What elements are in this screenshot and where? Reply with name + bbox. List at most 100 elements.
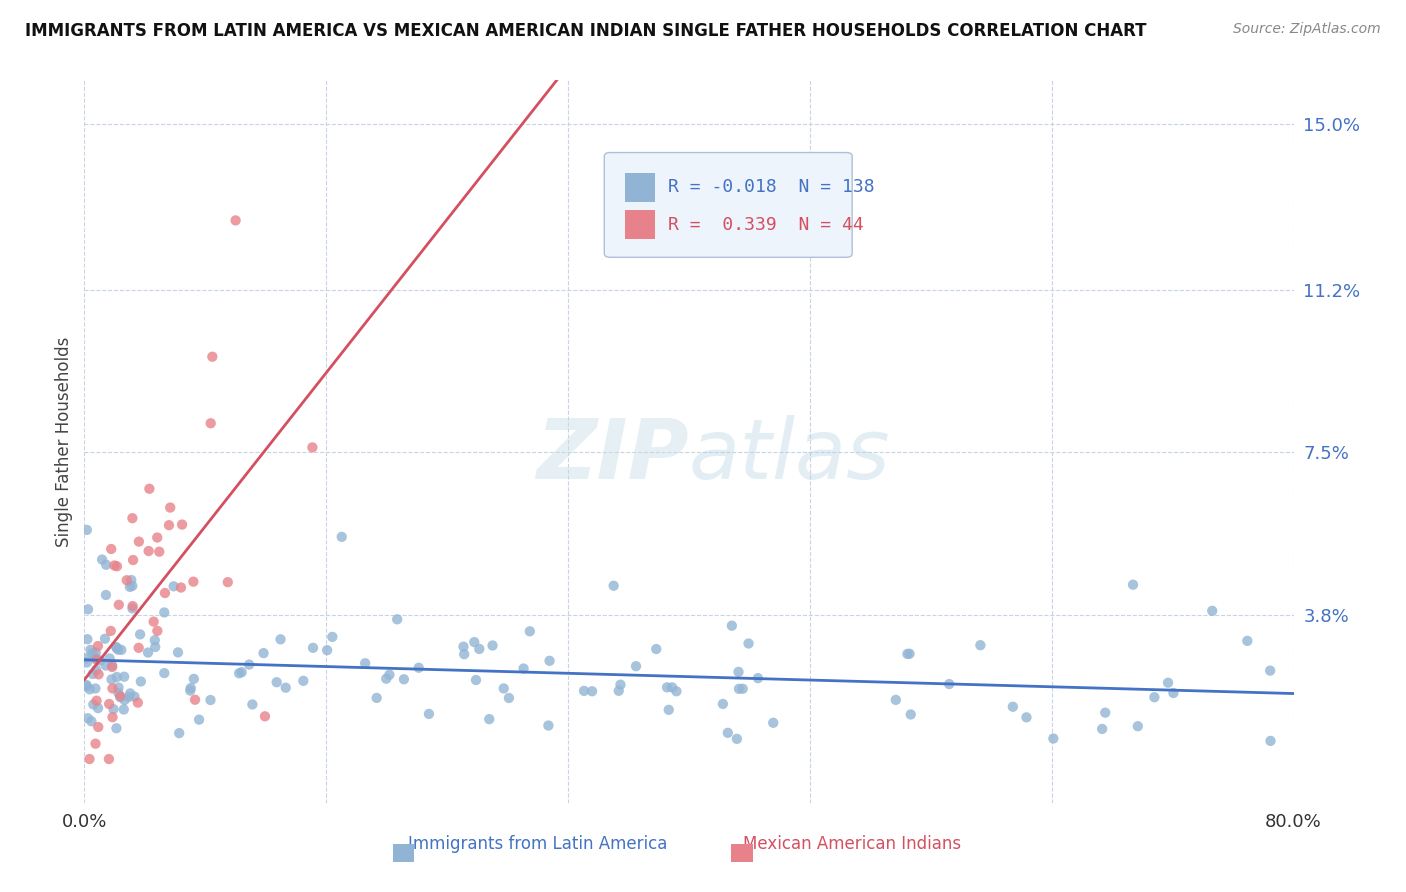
Point — [97, 752, 120, 766]
Point — [385, 612, 408, 626]
Text: IMMIGRANTS FROM LATIN AMERICA VS MEXICAN AMERICAN INDIAN SINGLE FATHER HOUSEHOLD: IMMIGRANTS FROM LATIN AMERICA VS MEXICAN… — [25, 22, 1147, 40]
Point — [231, 665, 253, 680]
Point — [661, 681, 683, 695]
Point — [375, 672, 398, 686]
Point — [292, 673, 315, 688]
Point — [728, 681, 751, 696]
Point — [114, 693, 136, 707]
Point — [624, 659, 647, 673]
Point — [120, 573, 142, 587]
Point — [82, 667, 104, 681]
Point — [184, 692, 207, 706]
Point — [110, 690, 132, 705]
Point — [87, 639, 110, 653]
Point — [157, 518, 180, 533]
Point — [127, 696, 149, 710]
Text: atlas: atlas — [689, 416, 890, 497]
Point — [121, 599, 143, 613]
Point — [316, 643, 339, 657]
Point — [105, 640, 128, 655]
Point — [253, 709, 276, 723]
Point — [453, 647, 475, 661]
Point — [142, 615, 165, 629]
Point — [101, 681, 124, 696]
Point — [572, 684, 595, 698]
FancyBboxPatch shape — [624, 173, 655, 202]
Point — [118, 580, 141, 594]
Point — [86, 694, 108, 708]
Point — [94, 632, 117, 646]
Point — [938, 677, 960, 691]
Point — [717, 726, 740, 740]
Point — [645, 642, 668, 657]
Point — [721, 618, 744, 632]
Point — [731, 681, 754, 696]
Point — [655, 681, 678, 695]
Text: ZIP: ZIP — [536, 416, 689, 497]
Point — [167, 645, 190, 659]
Point — [84, 646, 107, 660]
Point — [112, 670, 135, 684]
Point — [321, 630, 343, 644]
Point — [519, 624, 541, 639]
Y-axis label: Single Father Households: Single Father Households — [55, 336, 73, 547]
Point — [107, 598, 129, 612]
Point — [101, 660, 124, 674]
Point — [87, 701, 110, 715]
Point — [110, 690, 132, 704]
Point — [103, 702, 125, 716]
Point — [366, 690, 388, 705]
Point — [418, 706, 440, 721]
Point — [737, 636, 759, 650]
Point — [665, 684, 688, 698]
Point — [180, 681, 202, 695]
Bar — [392, 844, 415, 862]
Point — [84, 650, 107, 665]
Point — [609, 678, 631, 692]
Point — [146, 531, 169, 545]
Point — [124, 690, 146, 704]
Point — [153, 606, 176, 620]
Point — [183, 574, 205, 589]
Point — [128, 534, 150, 549]
Point — [167, 726, 190, 740]
Point — [1163, 686, 1185, 700]
Point — [103, 558, 125, 573]
Point — [170, 581, 193, 595]
Point — [762, 715, 785, 730]
Point — [884, 693, 907, 707]
Point — [105, 721, 128, 735]
Point — [98, 651, 121, 665]
Point — [107, 686, 129, 700]
Point — [581, 684, 603, 698]
Text: R =  0.339  N = 44: R = 0.339 N = 44 — [668, 216, 865, 234]
Point — [392, 673, 415, 687]
Point — [94, 658, 117, 673]
Text: Mexican American Indians: Mexican American Indians — [744, 836, 962, 854]
Point — [76, 656, 98, 670]
Point — [129, 674, 152, 689]
Text: Source: ZipAtlas.com: Source: ZipAtlas.com — [1233, 22, 1381, 37]
Point — [148, 545, 170, 559]
Point — [266, 675, 288, 690]
Point — [1201, 604, 1223, 618]
Point — [538, 654, 561, 668]
Point — [105, 670, 128, 684]
Point — [1122, 577, 1144, 591]
Point — [84, 737, 107, 751]
Text: R = -0.018  N = 138: R = -0.018 N = 138 — [668, 178, 875, 196]
Point — [121, 579, 143, 593]
Point — [252, 646, 274, 660]
Point — [100, 541, 122, 556]
Point — [107, 681, 129, 695]
Point — [188, 713, 211, 727]
Point — [1258, 664, 1281, 678]
Point — [89, 654, 111, 668]
Point — [274, 681, 297, 695]
Point — [159, 500, 181, 515]
Point — [120, 686, 142, 700]
Point — [76, 680, 98, 694]
Point — [301, 441, 323, 455]
Point — [98, 697, 121, 711]
Point — [76, 711, 98, 725]
